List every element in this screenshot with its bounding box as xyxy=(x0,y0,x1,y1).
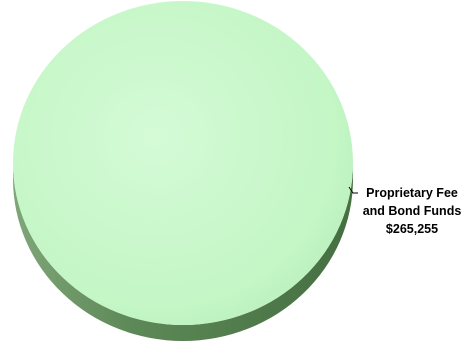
slice-leader-line xyxy=(348,186,358,194)
slice-value-label: $265,255 xyxy=(386,222,438,236)
slice-label-group: Proprietary Fee and Bond Funds $265,255 xyxy=(348,186,462,236)
slice-label-line-1: Proprietary Fee xyxy=(366,186,458,200)
slice-label-line-2: and Bond Funds xyxy=(363,204,462,218)
pie-slice-proprietary-fee-and-bond-funds xyxy=(13,1,353,325)
pie-slices xyxy=(13,1,353,341)
